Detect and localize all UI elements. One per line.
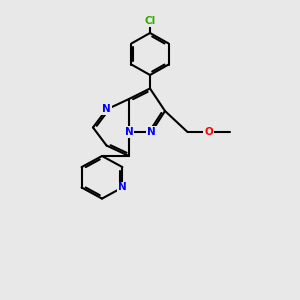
Text: N: N [102,104,111,115]
Text: N: N [124,127,134,137]
Text: Cl: Cl [144,16,156,26]
Text: N: N [118,182,127,193]
Text: N: N [147,127,156,137]
Text: O: O [204,127,213,137]
